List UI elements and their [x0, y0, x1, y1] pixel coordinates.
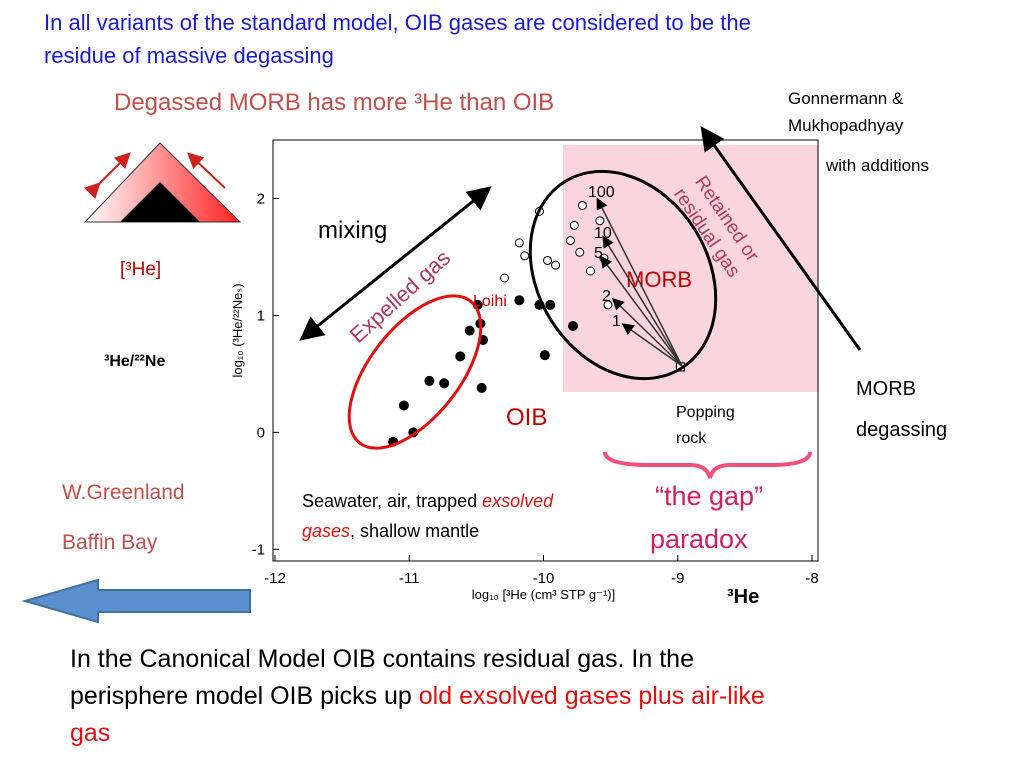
annotation: MORB: [626, 267, 692, 292]
point: [398, 400, 409, 411]
annotation: rock: [676, 430, 707, 447]
point: [585, 266, 595, 276]
text-run: Seawater, air, trapped: [302, 491, 482, 511]
point: [545, 299, 556, 310]
point: [500, 273, 510, 283]
text-run: old exsolved gases plus air-like: [419, 682, 765, 710]
plot-frame: [272, 139, 819, 562]
gap-brace: [603, 451, 812, 479]
point: [514, 238, 524, 248]
y-tick-label: -1: [252, 541, 265, 558]
point: [565, 236, 575, 246]
annotation: MORB: [856, 378, 916, 400]
annotation: degassing: [856, 419, 947, 441]
text-run: gas: [70, 719, 110, 747]
direction-arrow: [21, 578, 251, 624]
text-run: gases: [302, 521, 350, 541]
citation: Gonnermann &: [788, 89, 904, 108]
annotation: OIB: [506, 404, 547, 431]
citation-note: with additions: [825, 156, 929, 175]
text-run: perisphere model OIB picks up: [70, 682, 419, 710]
point: [464, 325, 475, 336]
x-tick-label: -9: [671, 570, 684, 587]
icon: [83, 142, 242, 223]
x-tick-label: -12: [264, 570, 286, 587]
curve-label: 5: [594, 245, 603, 262]
curve-label: 1: [612, 313, 621, 330]
point: [514, 295, 525, 306]
curve-label: 10: [594, 225, 612, 242]
point: [595, 216, 605, 226]
oib-ellipse: [347, 294, 483, 450]
slide-title: In all variants of the standard model, O…: [44, 10, 751, 35]
point: [539, 350, 550, 361]
annotation: Loihi: [473, 293, 507, 310]
slide-title: residue of massive degassing: [44, 43, 334, 68]
curve-labels: 100 10 5 2 1: [588, 184, 683, 367]
point: [424, 375, 435, 386]
annotation: paradox: [650, 524, 748, 554]
y-axis-label: log₁₀ (³He/²²Neₛ): [230, 283, 245, 377]
x-tick-label: -8: [805, 570, 818, 587]
text-run: , shallow mantle: [350, 521, 479, 541]
y-tick-label: 2: [257, 190, 265, 207]
mixing-arrows: [299, 126, 862, 351]
morb-ellipse: [528, 169, 718, 381]
heading: Degassed MORB has more ³He than OIB: [114, 89, 554, 116]
annotation: ³He: [727, 586, 759, 608]
annotation: gases, shallow mantle: [302, 521, 479, 541]
point: [455, 351, 466, 362]
point: [551, 260, 561, 270]
point: [439, 378, 450, 389]
point: [575, 247, 585, 257]
point: [569, 220, 579, 230]
point: [543, 255, 553, 265]
annotation: Seawater, air, trapped exsolved: [302, 491, 554, 511]
point: [520, 251, 530, 261]
citation: Mukhopadhyay: [788, 116, 904, 135]
curve-label: 2: [602, 288, 611, 305]
curve-label: 100: [588, 184, 615, 201]
x-axis-label: log₁₀ [³He (cm³ STP g⁻¹)]: [472, 587, 616, 602]
point: [476, 382, 487, 393]
footer-text: gas: [70, 719, 110, 747]
footer-text: In the Canonical Model OIB contains resi…: [70, 645, 694, 673]
point: [577, 200, 587, 210]
point: [568, 320, 579, 331]
text-run: exsolved: [482, 491, 554, 511]
icon-x-label: [³He]: [120, 259, 161, 280]
annotation: Popping: [676, 404, 735, 421]
icon-y-label: ³He/²²Ne: [104, 353, 165, 370]
x-tick-label: -10: [533, 570, 555, 587]
text-run: In the Canonical Model OIB contains resi…: [70, 645, 694, 673]
x-tick-label: -11: [399, 570, 420, 587]
y-tick-label: 1: [257, 307, 265, 324]
annotation: mixing: [318, 217, 387, 244]
annotation: “the gap”: [655, 481, 763, 511]
footer-text: perisphere model OIB picks up old exsolv…: [70, 682, 765, 710]
annotation: Baffin Bay: [62, 531, 158, 554]
y-tick-label: 0: [257, 424, 265, 441]
annotation: W.Greenland: [62, 481, 185, 504]
